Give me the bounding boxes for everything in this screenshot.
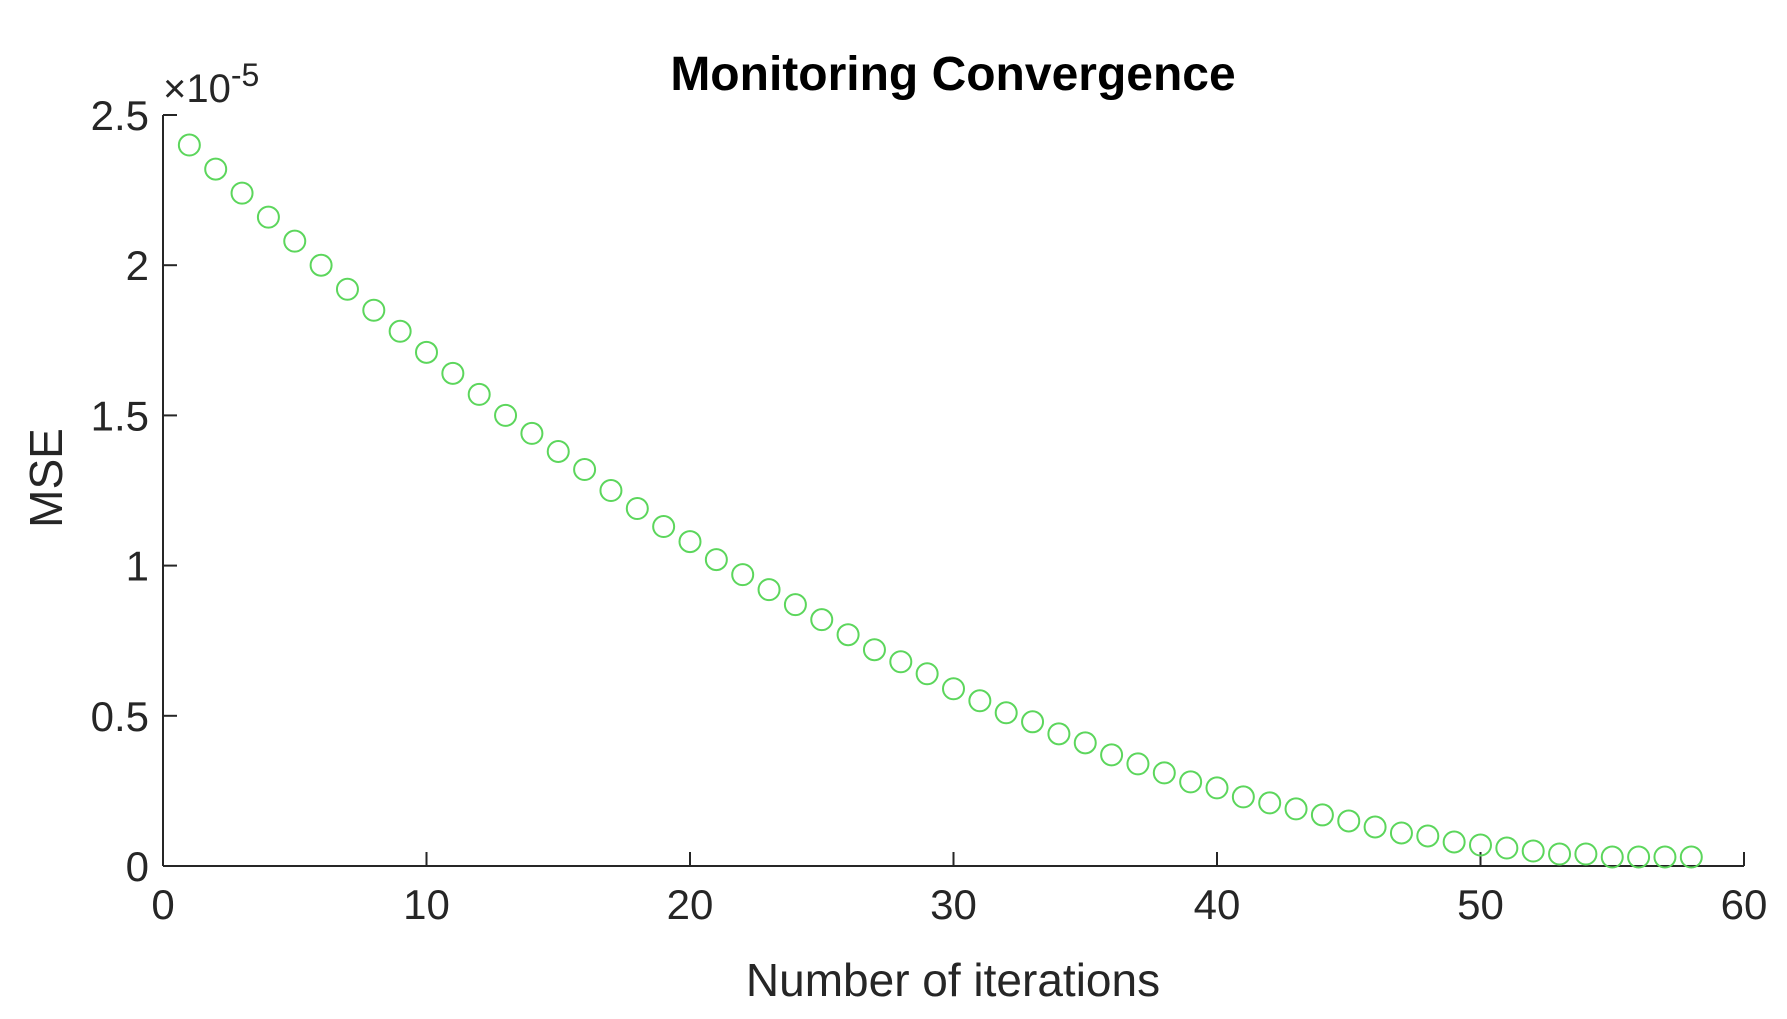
data-point bbox=[889, 650, 913, 674]
y-ticks: 0 0.5 1 1.5 2 2.5 bbox=[91, 92, 177, 890]
x-tick-label: 30 bbox=[930, 881, 977, 928]
data-point bbox=[335, 277, 359, 301]
data-point bbox=[546, 439, 570, 463]
data-point bbox=[1548, 842, 1572, 866]
data-point bbox=[1627, 845, 1651, 869]
y-tick-label: 2 bbox=[126, 242, 149, 289]
data-point bbox=[1416, 824, 1440, 848]
data-point bbox=[810, 608, 834, 632]
data-point bbox=[968, 689, 992, 713]
data-point bbox=[1258, 791, 1282, 815]
data-point bbox=[783, 593, 807, 617]
y-exponent-base: ×10 bbox=[163, 67, 231, 111]
data-point bbox=[625, 497, 649, 521]
data-markers bbox=[177, 133, 1703, 869]
data-point bbox=[177, 133, 201, 157]
data-point bbox=[1389, 821, 1413, 845]
data-point bbox=[1600, 845, 1624, 869]
data-point bbox=[1469, 833, 1492, 857]
data-point bbox=[1073, 731, 1097, 755]
data-point bbox=[1021, 710, 1045, 734]
data-point bbox=[652, 515, 676, 539]
data-point bbox=[704, 548, 728, 572]
data-point bbox=[836, 623, 860, 647]
data-point bbox=[1653, 845, 1677, 869]
data-point bbox=[1152, 761, 1176, 785]
data-point bbox=[1100, 743, 1124, 767]
data-point bbox=[1231, 785, 1255, 809]
data-point bbox=[1521, 839, 1545, 863]
data-point bbox=[204, 157, 228, 181]
data-point bbox=[467, 382, 491, 406]
data-point bbox=[1337, 809, 1361, 833]
y-exponent-multiplier: ×10-5 bbox=[163, 57, 259, 111]
data-point bbox=[388, 319, 412, 343]
chart-title: Monitoring Convergence bbox=[670, 48, 1235, 101]
y-tick-label: 1 bbox=[126, 543, 149, 590]
data-point bbox=[862, 638, 886, 662]
y-tick-label: 2.5 bbox=[91, 92, 149, 139]
x-tick-label: 60 bbox=[1721, 881, 1768, 928]
data-point bbox=[415, 340, 438, 364]
x-tick-label: 50 bbox=[1457, 881, 1504, 928]
data-point bbox=[757, 578, 781, 602]
data-point bbox=[1679, 845, 1703, 869]
data-point bbox=[1442, 830, 1466, 854]
data-point bbox=[1310, 803, 1334, 827]
data-point bbox=[678, 530, 702, 554]
data-point bbox=[1495, 836, 1519, 860]
data-point bbox=[362, 298, 386, 322]
plot-area bbox=[162, 115, 1744, 867]
y-exponent-power: -5 bbox=[231, 57, 259, 93]
data-point bbox=[573, 457, 597, 481]
data-point bbox=[441, 361, 465, 385]
data-point bbox=[1126, 752, 1150, 776]
data-point bbox=[599, 479, 623, 502]
y-tick-label: 0 bbox=[126, 843, 149, 890]
data-point bbox=[1363, 815, 1387, 839]
data-point bbox=[1284, 797, 1308, 821]
y-tick-label: 1.5 bbox=[91, 392, 149, 439]
data-point bbox=[1205, 776, 1229, 800]
data-point bbox=[994, 701, 1018, 725]
data-point bbox=[494, 403, 518, 427]
data-point bbox=[1574, 842, 1598, 866]
data-point bbox=[256, 205, 280, 229]
data-point bbox=[731, 563, 755, 587]
data-point bbox=[230, 181, 254, 205]
x-axis-label: Number of iterations bbox=[746, 954, 1160, 1006]
x-tick-label: 10 bbox=[403, 881, 450, 928]
y-axis-label: MSE bbox=[20, 428, 72, 528]
x-ticks: 0 10 20 30 40 50 60 bbox=[151, 852, 1767, 928]
y-tick-label: 0.5 bbox=[91, 693, 149, 740]
data-point bbox=[915, 662, 939, 686]
data-point bbox=[1179, 770, 1203, 794]
data-point bbox=[520, 421, 544, 445]
x-tick-label: 40 bbox=[1194, 881, 1241, 928]
data-point bbox=[1047, 722, 1071, 746]
data-point bbox=[309, 253, 333, 277]
data-point bbox=[942, 677, 965, 701]
x-tick-label: 20 bbox=[667, 881, 714, 928]
data-point bbox=[283, 229, 307, 253]
x-tick-label: 0 bbox=[151, 881, 174, 928]
